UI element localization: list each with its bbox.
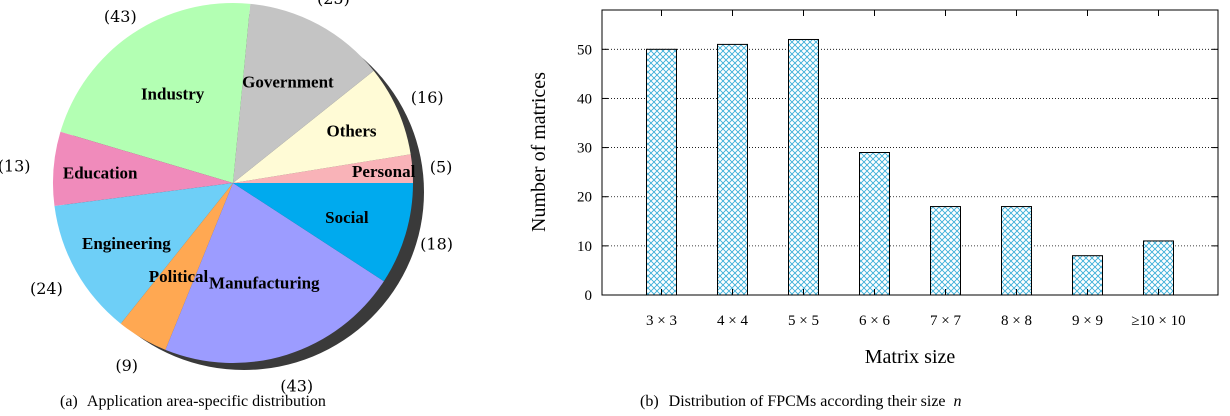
y-tick-label: 0 bbox=[585, 288, 593, 304]
pie-slice-engineering bbox=[54, 183, 234, 324]
pie-slice-political bbox=[120, 183, 233, 350]
plot-frame bbox=[601, 9, 1219, 296]
bar-caption-text: Distribution of FPCMs according their si… bbox=[669, 393, 946, 410]
pie-slice-government bbox=[233, 3, 374, 183]
slice-count-others: (16) bbox=[411, 88, 444, 107]
pie-slice-personal bbox=[233, 154, 413, 183]
pie-slice-industry bbox=[60, 2, 251, 183]
x-tick-label: 8 × 8 bbox=[1001, 313, 1032, 329]
bar-caption-prefix: (b) bbox=[640, 393, 659, 410]
pie-labels: Personal (5) Others (16) Government (25) Indus… bbox=[0, 0, 453, 396]
slice-count-social: (18) bbox=[420, 234, 453, 253]
pie-slices bbox=[53, 2, 413, 364]
y-tick-label: 50 bbox=[577, 42, 592, 58]
slice-count-engineering: (24) bbox=[30, 279, 63, 298]
bar-caption: (b) Distribution of FPCMs according thei… bbox=[640, 393, 962, 410]
x-tick-label: ≥10 × 10 bbox=[1131, 313, 1185, 329]
y-tick-label: 10 bbox=[577, 239, 592, 255]
slice-count-political: (9) bbox=[115, 356, 138, 375]
pie-caption-text: Application area-specific distribution bbox=[87, 393, 326, 410]
x-tick-label: 5 × 5 bbox=[788, 313, 819, 329]
y-tick-label: 40 bbox=[577, 91, 592, 107]
slice-label-social: Social bbox=[325, 208, 369, 227]
pie-slice-social bbox=[233, 183, 413, 282]
x-tick-label: 4 × 4 bbox=[717, 313, 748, 329]
bar bbox=[859, 152, 890, 296]
slice-label-industry: Industry bbox=[141, 84, 205, 103]
y-tick-label: 20 bbox=[577, 190, 592, 206]
slice-label-manufacturing: Manufacturing bbox=[209, 274, 320, 293]
y-tick-label: 30 bbox=[577, 141, 592, 157]
bar-gridlines bbox=[602, 48, 1218, 247]
slice-label-government: Government bbox=[242, 73, 334, 92]
pie-chart: Personal (5) Others (16) Government (25) Indus… bbox=[0, 0, 453, 396]
bar bbox=[1072, 255, 1103, 296]
x-tick-label: 6 × 6 bbox=[859, 313, 890, 329]
bar-chart: 0 10 20 30 40 50 3 × 3 4 × 4 5 × 5 6 × 6 7 × 7 8 ×… bbox=[528, 9, 1219, 368]
pie-slice-others bbox=[233, 70, 411, 183]
x-axis-ticks: 3 × 3 4 × 4 5 × 5 6 × 6 7 × 7 8 × 8 9 × 9 ≥10 ×… bbox=[646, 10, 1186, 329]
x-tick-label: 7 × 7 bbox=[930, 313, 961, 329]
slice-count-industry: (43) bbox=[104, 7, 137, 26]
bar-series bbox=[646, 38, 1174, 296]
slice-label-political: Political bbox=[149, 267, 209, 286]
pie-caption: (a) Application area-specific distributi… bbox=[60, 393, 326, 410]
pie-slice-manufacturing bbox=[165, 183, 384, 364]
bar bbox=[788, 38, 819, 296]
slice-count-personal: (5) bbox=[430, 157, 453, 176]
slice-count-manufacturing: (43) bbox=[280, 377, 313, 396]
bar bbox=[646, 48, 677, 296]
bar bbox=[717, 43, 748, 296]
y-axis-title: Number of matrices bbox=[528, 72, 550, 232]
x-tick-label: 3 × 3 bbox=[646, 313, 677, 329]
x-axis-title: Matrix size bbox=[865, 346, 956, 368]
bar bbox=[930, 206, 961, 296]
y-axis-ticks: 0 10 20 30 40 50 bbox=[577, 42, 1218, 304]
slice-label-personal: Personal bbox=[352, 162, 416, 181]
bar bbox=[1143, 240, 1174, 296]
pie-slice-education bbox=[53, 131, 234, 207]
slice-label-others: Others bbox=[326, 122, 376, 141]
bar-caption-variable: n bbox=[954, 393, 962, 410]
pie-caption-prefix: (a) bbox=[60, 393, 78, 410]
slice-label-education: Education bbox=[63, 163, 138, 182]
slice-count-government: (25) bbox=[317, 0, 350, 8]
bar bbox=[1001, 206, 1032, 296]
x-tick-label: 9 × 9 bbox=[1072, 313, 1103, 329]
slice-label-engineering: Engineering bbox=[82, 234, 171, 253]
slice-count-education: (13) bbox=[0, 156, 31, 175]
